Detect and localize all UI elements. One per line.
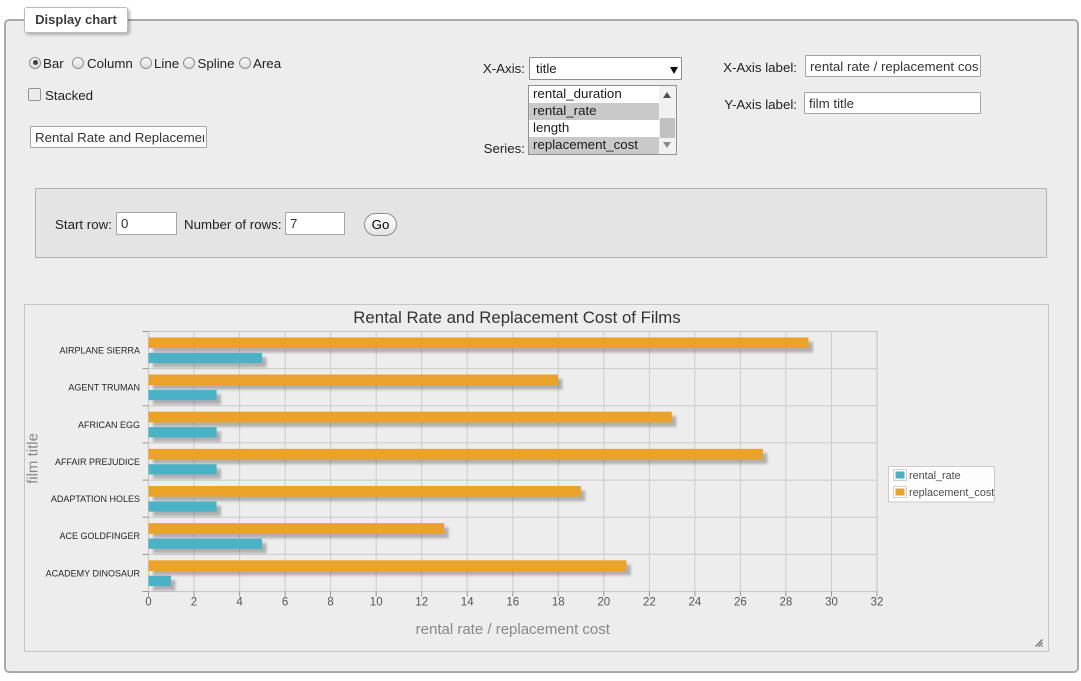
- svg-text:2: 2: [191, 597, 197, 609]
- svg-text:6: 6: [282, 597, 288, 609]
- svg-text:AIRPLANE SIERRA: AIRPLANE SIERRA: [59, 346, 140, 356]
- svg-text:16: 16: [506, 597, 519, 609]
- svg-text:24: 24: [689, 597, 702, 609]
- svg-text:4: 4: [236, 597, 243, 609]
- svg-text:ADAPTATION HOLES: ADAPTATION HOLES: [51, 494, 140, 504]
- svg-text:12: 12: [415, 597, 428, 609]
- svg-text:film title: film title: [25, 433, 42, 484]
- svg-text:ACADEMY DINOSAUR: ACADEMY DINOSAUR: [46, 568, 141, 578]
- svg-text:ACE GOLDFINGER: ACE GOLDFINGER: [59, 531, 140, 541]
- svg-text:AGENT TRUMAN: AGENT TRUMAN: [68, 383, 140, 393]
- svg-text:rental rate / replacement cost: rental rate / replacement cost: [416, 621, 611, 638]
- svg-text:26: 26: [734, 597, 747, 609]
- svg-text:30: 30: [825, 597, 838, 609]
- svg-text:AFFAIR PREJUDICE: AFFAIR PREJUDICE: [55, 457, 140, 467]
- svg-text:20: 20: [597, 597, 610, 609]
- svg-text:14: 14: [461, 597, 474, 609]
- svg-text:0: 0: [145, 597, 151, 609]
- svg-text:8: 8: [327, 597, 333, 609]
- svg-text:32: 32: [871, 597, 884, 609]
- svg-text:28: 28: [780, 597, 793, 609]
- svg-text:10: 10: [370, 597, 383, 609]
- svg-text:replacement_cost: replacement_cost: [909, 487, 994, 499]
- svg-text:Rental Rate and Replacement Co: Rental Rate and Replacement Cost of Film…: [353, 308, 680, 327]
- svg-text:AFRICAN EGG: AFRICAN EGG: [78, 420, 140, 430]
- svg-text:18: 18: [552, 597, 565, 609]
- svg-text:rental_rate: rental_rate: [909, 470, 961, 482]
- svg-text:22: 22: [643, 597, 656, 609]
